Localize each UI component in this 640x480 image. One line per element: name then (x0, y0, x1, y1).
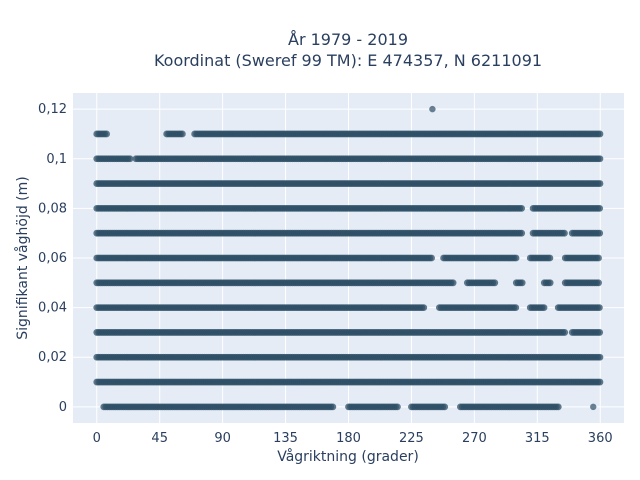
data-point (491, 279, 499, 287)
chart-title-line1: År 1979 - 2019 (288, 30, 408, 49)
data-point (518, 229, 526, 237)
data-point (103, 130, 110, 138)
x-axis-ticks: 0 45 90 135 180 225 270 315 360 (93, 431, 613, 446)
data-point (420, 304, 428, 312)
data-point (596, 204, 604, 212)
y-tick-label: 0 (59, 400, 67, 415)
data-point (394, 403, 401, 411)
y-axis-label: Signifikant våghöjd (m) (14, 176, 31, 339)
x-tick-label: 270 (462, 431, 487, 446)
x-tick-label: 360 (588, 431, 613, 446)
data-points (93, 105, 604, 411)
data-point (596, 130, 604, 138)
y-axis-ticks: 0 0,02 0,04 0,06 0,08 0,1 0,12 (38, 102, 67, 415)
x-tick-label: 180 (336, 431, 361, 446)
data-point (596, 353, 604, 361)
data-point (596, 155, 604, 163)
data-point (590, 403, 597, 411)
data-point (329, 403, 337, 411)
y-tick-label: 0,02 (38, 350, 67, 365)
data-point (561, 229, 568, 237)
x-tick-label: 135 (273, 431, 298, 446)
x-tick-label: 315 (525, 431, 550, 446)
data-point (512, 254, 520, 262)
data-point (595, 304, 603, 312)
data-point (596, 180, 604, 187)
x-tick-label: 90 (214, 431, 231, 446)
data-point (512, 304, 520, 312)
y-tick-label: 0,08 (38, 201, 67, 216)
y-tick-label: 0,04 (38, 301, 67, 316)
data-point (595, 254, 602, 262)
data-point (449, 279, 457, 287)
data-point (126, 155, 134, 163)
chart-title-line2: Koordinat (Sweref 99 TM): E 474357, N 62… (154, 51, 542, 70)
x-tick-label: 0 (93, 431, 101, 446)
x-tick-label: 45 (151, 431, 168, 446)
data-point (595, 279, 602, 287)
data-point (596, 329, 604, 336)
data-point (546, 254, 554, 262)
data-point (596, 229, 604, 237)
data-point (518, 279, 526, 287)
y-tick-label: 0,06 (38, 251, 67, 266)
x-tick-label: 225 (399, 431, 424, 446)
data-point (596, 378, 604, 386)
data-point (441, 403, 449, 411)
data-point (554, 403, 562, 411)
y-tick-label: 0,12 (38, 102, 67, 117)
data-point (561, 329, 569, 336)
data-point (518, 204, 526, 212)
x-axis-label: Vågriktning (grader) (277, 448, 419, 465)
data-point (429, 105, 436, 113)
y-tick-label: 0,1 (46, 152, 67, 167)
data-point (540, 304, 548, 312)
data-point (428, 254, 435, 262)
data-point (178, 130, 186, 138)
data-point (546, 279, 554, 287)
